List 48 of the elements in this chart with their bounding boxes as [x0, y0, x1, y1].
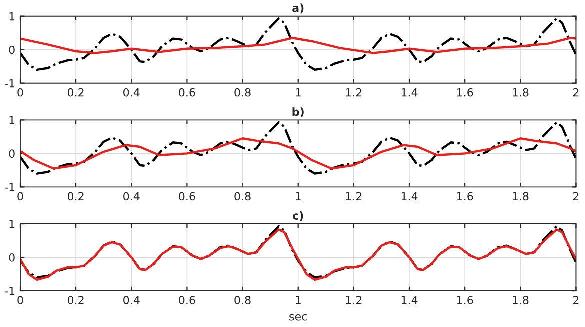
chart-title: c)	[292, 211, 304, 222]
x-tick-label: 0.6	[179, 192, 196, 201]
x-tick-label: 1.4	[402, 296, 418, 304]
line-series	[20, 37, 576, 54]
x-tick-label: 1.4	[402, 192, 418, 200]
x-tick-label: 0.2	[68, 296, 84, 304]
y-tick-label: 1	[10, 116, 15, 124]
x-tick-label: 1.8	[513, 88, 529, 97]
x-tick-label: 2	[574, 88, 579, 97]
x-axis-title: sec	[290, 314, 308, 321]
y-tick-label: -1	[5, 79, 15, 88]
y-tick-label: 1	[10, 12, 15, 21]
chart-title: a)	[292, 4, 304, 14]
x-tick-label: 0.8	[234, 296, 251, 304]
x-tick-label: 2	[574, 192, 579, 200]
x-tick-label: 0.2	[68, 192, 84, 201]
x-tick-label: 1.6	[457, 192, 474, 201]
x-tick-label: 0.2	[68, 88, 84, 97]
y-tick-label: -1	[5, 287, 15, 296]
x-tick-label: 0.8	[234, 88, 251, 97]
x-tick-label: 1.6	[457, 296, 474, 304]
x-tick-label: 1	[296, 192, 301, 200]
y-tick-label: -1	[5, 183, 15, 192]
x-tick-label: 0.6	[179, 88, 196, 97]
x-tick-label: 1.2	[346, 296, 362, 304]
x-tick-label: 0	[18, 88, 24, 97]
y-tick-label: 0	[9, 150, 15, 158]
x-tick-label: 0.8	[234, 192, 251, 201]
x-tick-label: 1.4	[402, 88, 418, 97]
x-tick-label: 0.4	[124, 192, 140, 201]
x-tick-label: 0.6	[179, 296, 196, 304]
chart-title: b)	[292, 108, 304, 118]
x-tick-label: 1.2	[346, 88, 362, 97]
x-tick-label: 0	[18, 296, 24, 304]
y-tick-label: 1	[10, 220, 15, 228]
x-tick-label: 1.8	[513, 296, 529, 304]
x-tick-label: 1.8	[513, 192, 529, 201]
x-tick-label: 1.6	[457, 88, 474, 97]
x-tick-label: 1	[296, 296, 301, 304]
x-tick-label: 1	[296, 88, 301, 97]
x-tick-label: 0.4	[124, 296, 140, 304]
line-series	[20, 138, 576, 170]
x-tick-label: 0.4	[124, 88, 140, 97]
x-tick-label: 0	[18, 192, 24, 201]
x-tick-label: 2	[574, 296, 579, 304]
y-tick-label: 0	[9, 254, 15, 262]
y-tick-label: 0	[9, 46, 15, 54]
x-tick-label: 1.2	[346, 192, 362, 200]
